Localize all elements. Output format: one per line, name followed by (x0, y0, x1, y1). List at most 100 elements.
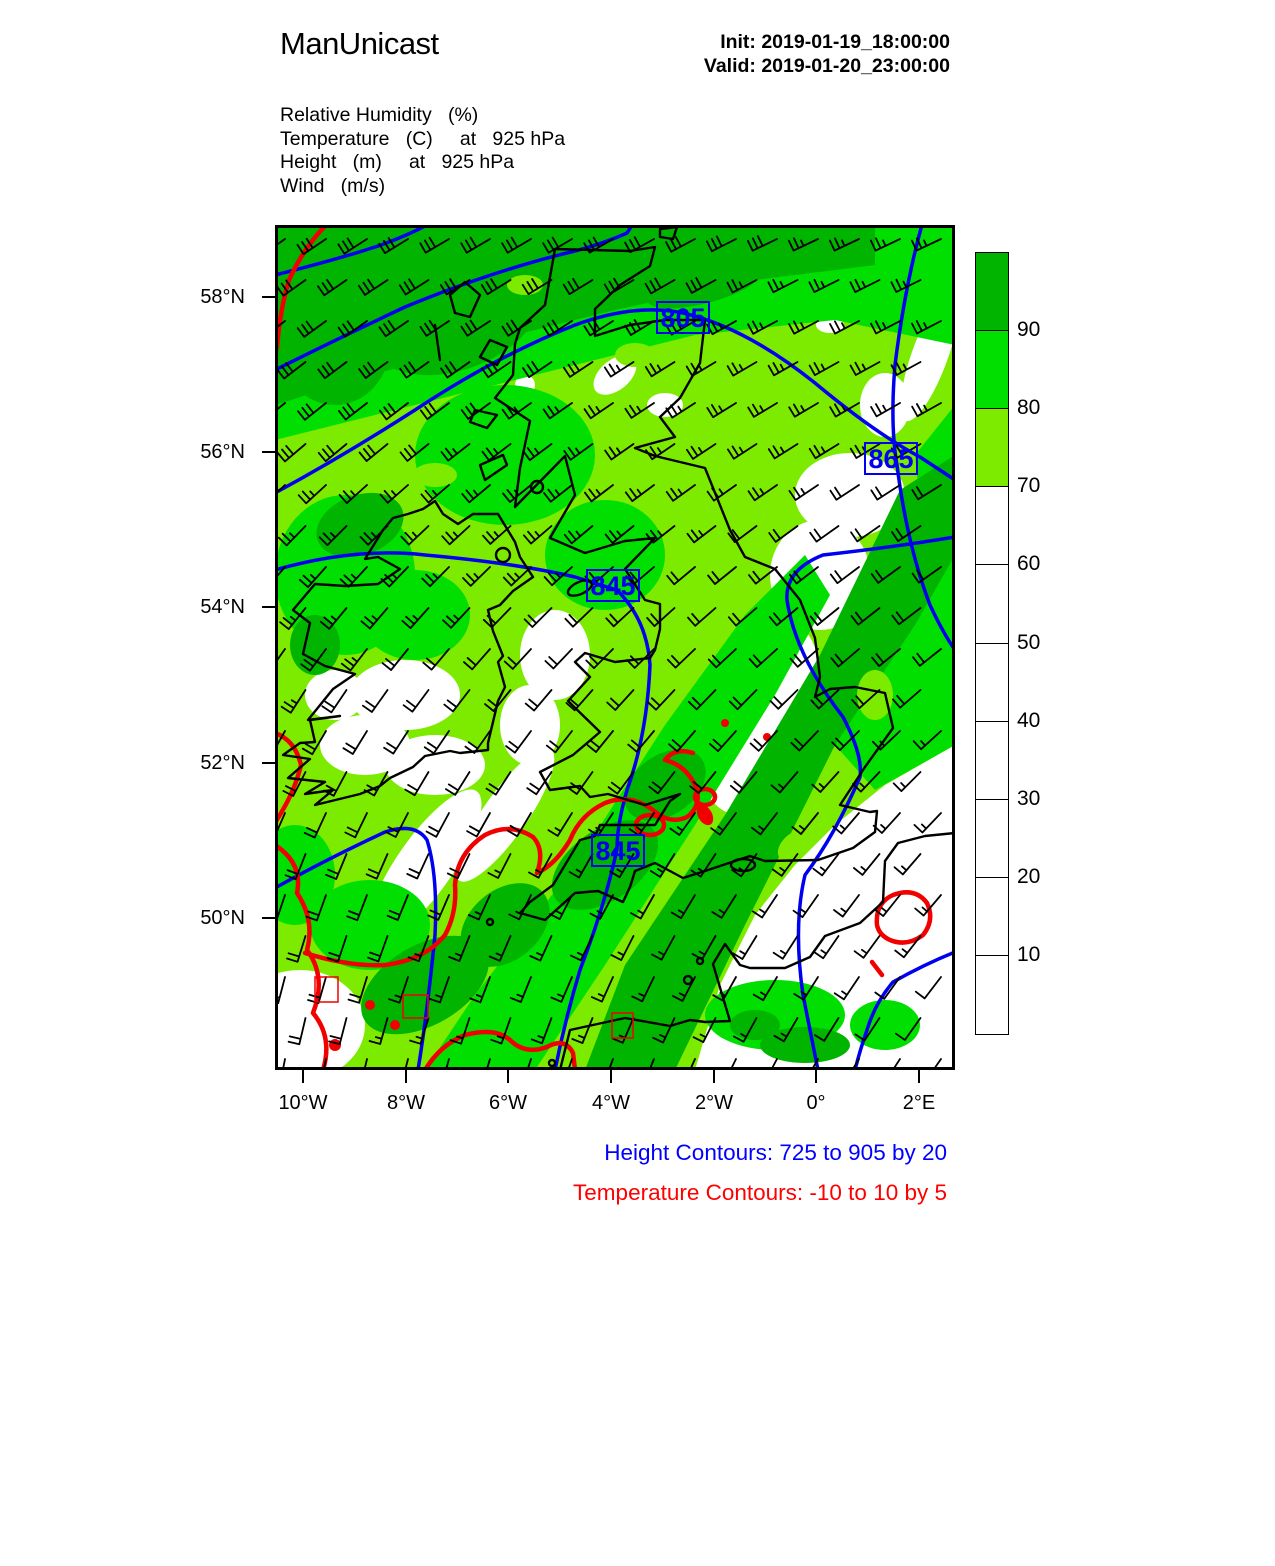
wind-barb (298, 566, 327, 588)
wind-barb (276, 279, 307, 297)
colorbar-segment-60-70 (975, 486, 1009, 566)
wind-barb (296, 320, 327, 338)
wind-barb (543, 566, 573, 587)
height-contour-label-box (591, 834, 645, 867)
wind-barb (530, 1017, 553, 1045)
colorbar-label: 20 (1017, 864, 1041, 888)
wind-barb (528, 853, 553, 879)
y-axis-tick (262, 450, 275, 454)
wind-barb (570, 935, 594, 962)
wind-barb (383, 730, 409, 755)
colorbar-segment-0-10 (975, 954, 1009, 1035)
colorbar-label: 30 (1017, 786, 1041, 810)
coastlines (281, 225, 955, 1070)
wind-barb (280, 689, 307, 714)
wind-barb (326, 935, 348, 963)
wind-barb (297, 402, 327, 421)
wind-barb (793, 976, 819, 1001)
wind-barb (748, 566, 778, 585)
wind-barb (300, 648, 327, 672)
map-canvas: 805 865 845 845 (275, 225, 955, 1070)
x-axis-tick-label: 8°W (387, 1092, 425, 1114)
wind-barb (851, 1058, 860, 1070)
wind-barb (870, 237, 901, 252)
wind-barb (752, 976, 778, 1002)
colorbar-segment-30-40 (975, 720, 1009, 801)
colorbar-segment-90-100 (975, 252, 1009, 332)
wind-barb (687, 607, 717, 627)
wind-barb (398, 278, 430, 296)
wind-barb (686, 525, 717, 544)
wind-barb (728, 689, 758, 711)
x-axis-tick-label: 6°W (489, 1092, 527, 1114)
contour-label-layer: 805 865 845 845 (314, 301, 918, 1039)
wind-barb (340, 648, 368, 672)
wind-barb (583, 319, 614, 337)
wind-barb (296, 237, 327, 255)
wind-barb (337, 320, 368, 338)
wind-barb (871, 648, 901, 667)
wind-barb (321, 689, 348, 714)
wind-barb (911, 237, 942, 252)
colorbar-label: 90 (1017, 318, 1041, 342)
wind-barb (508, 894, 532, 921)
wind-barb (727, 443, 758, 460)
temperature-contour-label-box (402, 994, 429, 1019)
colorbar-segment-50-60 (975, 564, 1009, 645)
wind-barb (467, 894, 491, 921)
wind-barb (342, 730, 368, 755)
wind-barb (567, 771, 594, 795)
wind-barb (338, 402, 368, 421)
wind-barb (706, 402, 737, 419)
wind-barb (788, 237, 819, 252)
wind-barb (788, 484, 819, 501)
wind-barb (624, 484, 655, 502)
run-times: Init: 2019-01-19_18:00:00 Valid: 2019-01… (704, 30, 950, 78)
wind-barb (645, 525, 676, 544)
height-contour-label: 845 (590, 571, 635, 601)
wind-barb (359, 525, 389, 546)
variable-height: Height (m) at 925 hPa (280, 151, 515, 173)
wind-barb (399, 361, 430, 379)
wind-barb (812, 853, 840, 877)
wind-barb (485, 771, 512, 796)
wind-barb (583, 236, 614, 254)
wind-barb (449, 1017, 471, 1045)
wind-barb (854, 1017, 881, 1042)
wind-barb (523, 607, 553, 628)
wind-barb (485, 1058, 491, 1070)
lough-neagh (494, 546, 512, 564)
wind-barb (542, 402, 573, 420)
wind-barb (460, 319, 491, 337)
wind-barb (911, 566, 942, 584)
colorbar (975, 252, 1009, 1035)
wind-barb (589, 894, 614, 920)
wind-barb (276, 443, 307, 463)
wind-barb (484, 689, 512, 712)
height-contour-lines (275, 225, 955, 1070)
colorbar-segment-40-50 (975, 642, 1009, 723)
wind-barb (328, 1017, 348, 1045)
wind-barb (388, 976, 409, 1004)
wind-barb (726, 279, 758, 294)
wind-barb (368, 1017, 389, 1045)
wind-barb (727, 525, 758, 544)
wind-barb (567, 1058, 573, 1070)
wind-barb (526, 771, 553, 796)
variable-wind: Wind (m/s) (280, 174, 386, 197)
coast-france (558, 831, 955, 1070)
wind-barb (439, 278, 471, 296)
wind-barb (790, 730, 819, 752)
wind-barb (829, 237, 860, 252)
wind-barb (894, 935, 922, 959)
wind-barb (562, 278, 594, 295)
wind-barb (666, 566, 696, 586)
variable-list: Relative Humidity (%) Temperature (C) at … (280, 104, 565, 198)
wind-barb (870, 320, 901, 335)
wind-barb (440, 361, 471, 379)
wind-barb (912, 648, 942, 667)
x-axis-tick (301, 1070, 305, 1083)
wind-barb (420, 484, 450, 504)
wind-barb (692, 1017, 717, 1043)
wind-barb (872, 730, 901, 751)
